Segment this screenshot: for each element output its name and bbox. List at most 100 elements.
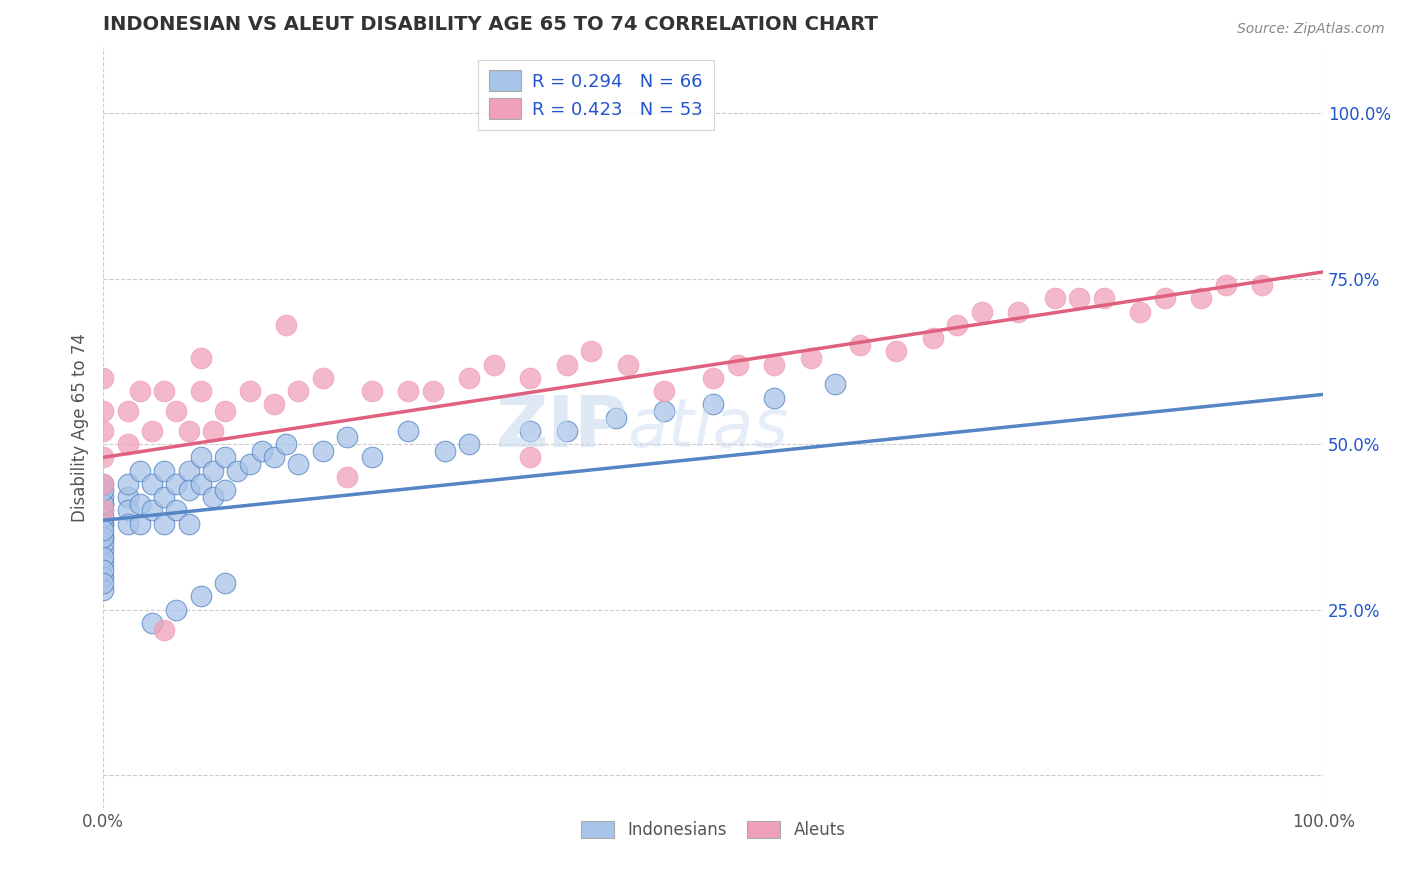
Point <box>652 404 675 418</box>
Point <box>555 424 578 438</box>
Point <box>91 530 114 544</box>
Point <box>1007 304 1029 318</box>
Point <box>702 397 724 411</box>
Point <box>153 623 176 637</box>
Point <box>91 576 114 591</box>
Point <box>190 476 212 491</box>
Point <box>482 358 505 372</box>
Point <box>1092 292 1115 306</box>
Point <box>970 304 993 318</box>
Point <box>250 443 273 458</box>
Point <box>1129 304 1152 318</box>
Point <box>117 516 139 531</box>
Point <box>201 424 224 438</box>
Point <box>141 424 163 438</box>
Point <box>763 391 786 405</box>
Point <box>128 497 150 511</box>
Point <box>702 371 724 385</box>
Point <box>91 516 114 531</box>
Point <box>921 331 943 345</box>
Point <box>276 437 298 451</box>
Point <box>177 516 200 531</box>
Point <box>276 318 298 332</box>
Point <box>458 437 481 451</box>
Point <box>91 424 114 438</box>
Point <box>287 384 309 398</box>
Point <box>1153 292 1175 306</box>
Point <box>177 464 200 478</box>
Point <box>91 371 114 385</box>
Point <box>336 470 359 484</box>
Point <box>238 457 260 471</box>
Y-axis label: Disability Age 65 to 74: Disability Age 65 to 74 <box>72 333 89 522</box>
Point <box>1215 278 1237 293</box>
Point <box>91 516 114 531</box>
Point <box>91 476 114 491</box>
Point <box>91 536 114 550</box>
Point <box>91 582 114 597</box>
Point <box>190 351 212 365</box>
Point <box>165 503 187 517</box>
Point <box>800 351 823 365</box>
Point <box>287 457 309 471</box>
Point <box>165 404 187 418</box>
Point <box>201 464 224 478</box>
Point <box>117 437 139 451</box>
Point <box>128 464 150 478</box>
Point <box>91 497 114 511</box>
Point <box>91 523 114 537</box>
Point <box>214 576 236 591</box>
Point <box>153 384 176 398</box>
Point <box>117 476 139 491</box>
Point <box>141 615 163 630</box>
Point <box>519 424 541 438</box>
Point <box>763 358 786 372</box>
Point <box>214 483 236 498</box>
Point <box>226 464 249 478</box>
Point <box>312 371 335 385</box>
Point <box>214 450 236 465</box>
Point <box>141 476 163 491</box>
Point <box>1043 292 1066 306</box>
Point <box>91 497 114 511</box>
Point <box>91 543 114 558</box>
Point <box>312 443 335 458</box>
Text: atlas: atlas <box>627 394 789 460</box>
Text: Source: ZipAtlas.com: Source: ZipAtlas.com <box>1237 22 1385 37</box>
Point <box>336 430 359 444</box>
Point <box>1251 278 1274 293</box>
Point <box>555 358 578 372</box>
Point <box>117 490 139 504</box>
Point <box>91 450 114 465</box>
Point <box>605 410 627 425</box>
Point <box>263 450 285 465</box>
Point <box>652 384 675 398</box>
Point <box>141 503 163 517</box>
Point <box>91 530 114 544</box>
Point <box>238 384 260 398</box>
Point <box>91 510 114 524</box>
Point <box>190 590 212 604</box>
Point <box>128 384 150 398</box>
Point <box>848 337 870 351</box>
Point <box>360 450 382 465</box>
Point <box>190 450 212 465</box>
Point <box>153 464 176 478</box>
Point <box>422 384 444 398</box>
Point <box>117 404 139 418</box>
Legend: Indonesians, Aleuts: Indonesians, Aleuts <box>574 814 852 846</box>
Point <box>579 344 602 359</box>
Point <box>177 483 200 498</box>
Point <box>201 490 224 504</box>
Point <box>91 563 114 577</box>
Point <box>91 490 114 504</box>
Point <box>214 404 236 418</box>
Point <box>727 358 749 372</box>
Point <box>91 404 114 418</box>
Point <box>91 557 114 571</box>
Point <box>117 503 139 517</box>
Point <box>884 344 907 359</box>
Point <box>165 476 187 491</box>
Point <box>263 397 285 411</box>
Point <box>946 318 969 332</box>
